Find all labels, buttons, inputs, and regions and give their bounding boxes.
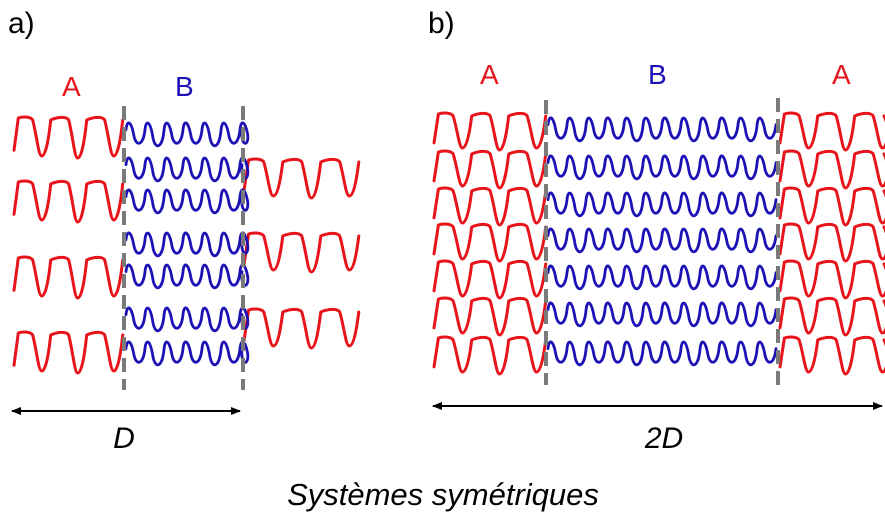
panel-b-label: b) (428, 7, 455, 40)
panel-a-block-a-label: A (62, 71, 81, 102)
panel-b-chain-a-left-2 (432, 149, 548, 190)
panel-b-chain-a-right-3 (778, 186, 885, 227)
panel-b-chain-a-left-6 (432, 296, 548, 337)
panel-b-block-a-left-label: A (480, 59, 499, 90)
panel-b-chain-a-left-5 (432, 259, 548, 300)
panel-a-chain-b-2 (124, 156, 250, 183)
figure-caption: Systèmes symétriques (287, 477, 599, 512)
panel-a-chain-a-left-2 (12, 179, 125, 224)
panel-b-block-b-label: B (648, 59, 667, 90)
panel-a-chain-b-6 (124, 306, 250, 333)
panel-b-chain-a-right-7 (778, 335, 885, 376)
panel-b-chain-b-2 (546, 154, 778, 181)
panel-a-chain-b-5 (124, 263, 250, 290)
panel-b-chain-a-left-1 (432, 111, 548, 152)
panel-b-chain-b-7 (546, 340, 778, 367)
panel-b-chain-a-left-3 (432, 186, 548, 227)
panel-a-chain-b-4 (124, 231, 250, 258)
panel-a-dimension-label: D (113, 422, 135, 455)
panel-a-chain-a-right-2 (242, 231, 361, 274)
panel-b-chains (432, 111, 885, 376)
panel-a-chain-b-1 (124, 121, 250, 148)
panel-a-chain-b-7 (124, 340, 250, 367)
panel-b-chain-a-right-2 (778, 149, 885, 190)
panel-b-chain-a-left-7 (432, 335, 548, 376)
panel-b-chain-b-5 (546, 264, 778, 291)
panel-b-chain-b-1 (546, 116, 778, 143)
panel-b-chain-a-right-5 (778, 259, 885, 300)
panel-a-chain-a-right-3 (242, 307, 361, 350)
panel-b-chain-a-left-4 (432, 222, 548, 263)
panel-a-chains (12, 115, 361, 375)
panel-a-chain-a-right-1 (242, 157, 361, 200)
panel-b-dimension-label: 2D (644, 422, 683, 455)
panel-b-chain-a-right-6 (778, 296, 885, 337)
panel-a-chain-b-3 (124, 188, 250, 215)
panel-b-chain-b-6 (546, 301, 778, 328)
panel-b-chain-a-right-4 (778, 222, 885, 263)
panel-a-chain-a-left-3 (12, 255, 125, 300)
panel-a-label: a) (8, 7, 35, 40)
panel-a-chain-a-left-1 (12, 115, 125, 160)
panel-a-block-b-label: B (175, 71, 194, 102)
panel-b-chain-a-right-1 (778, 111, 885, 152)
panel-a-chain-a-left-4 (12, 330, 125, 375)
panel-b-block-a-right-label: A (832, 59, 851, 90)
panel-b-chain-b-4 (546, 227, 778, 254)
panel-b-chain-b-3 (546, 191, 778, 218)
